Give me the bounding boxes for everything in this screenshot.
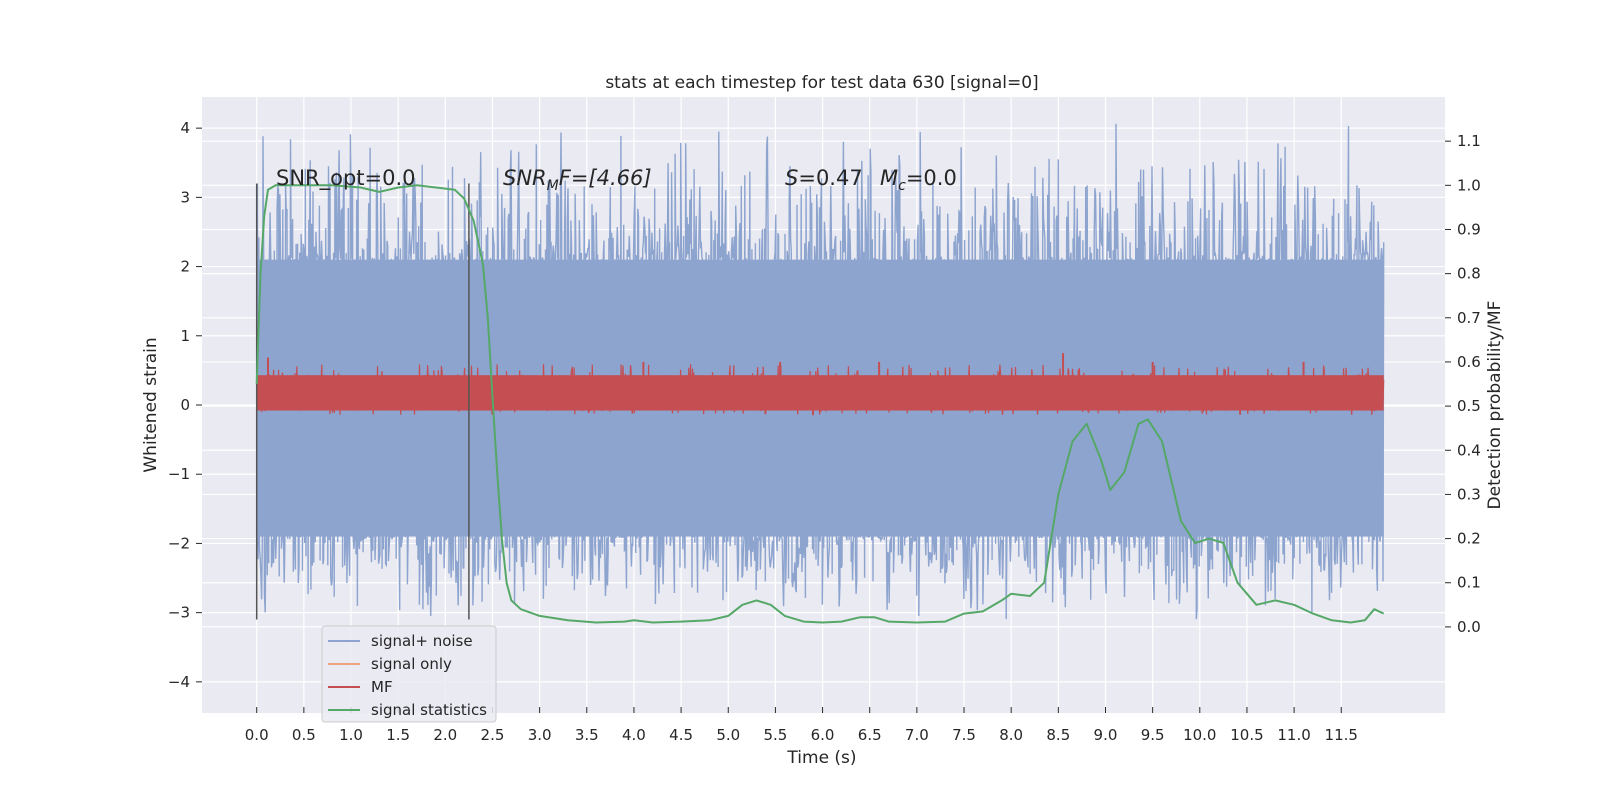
series-signal-statistics bbox=[255, 184, 1385, 624]
y-tick-label-3: 1 bbox=[180, 327, 190, 345]
x-tick-label-15: 7.5 bbox=[952, 726, 976, 744]
annotation-s-rest: =0.47 bbox=[798, 166, 862, 190]
x-tick-label-23: 11.5 bbox=[1325, 726, 1358, 744]
y-axis-ticks: 4 3 2 1 0 −1 −2 −3 −4 bbox=[168, 119, 202, 691]
x-tick-label-13: 6.5 bbox=[858, 726, 882, 744]
y-tick-label-0: 4 bbox=[180, 119, 190, 137]
x-tick-label-16: 8.0 bbox=[999, 726, 1023, 744]
x-tick-label-0: 0.0 bbox=[245, 726, 269, 744]
annotation-mc-rest: =0.0 bbox=[906, 166, 957, 190]
mf-trace bbox=[256, 364, 1385, 416]
x-tick-label-12: 6.0 bbox=[811, 726, 835, 744]
y2-tick-label-4: 0.7 bbox=[1457, 309, 1481, 327]
y-axis-label: Whitened strain bbox=[141, 337, 161, 472]
y2-tick-label-11: 0.0 bbox=[1457, 618, 1481, 636]
y2-tick-label-7: 0.4 bbox=[1457, 441, 1481, 459]
legend-label-mf: MF bbox=[371, 678, 393, 696]
y2-tick-label-3: 0.8 bbox=[1457, 265, 1481, 283]
x-tick-label-21: 10.5 bbox=[1230, 726, 1263, 744]
x-tick-label-1: 0.5 bbox=[292, 726, 316, 744]
x-axis-ticks: 0.0 0.5 1.0 1.5 2.0 2.5 3.0 3.5 4.0 4.5 5.0 5.5 6.0 6… bbox=[245, 707, 1358, 744]
y-tick-label-8: −4 bbox=[168, 673, 190, 691]
annotation-mc-main: M bbox=[880, 166, 898, 190]
annotation-s-main: S bbox=[785, 166, 798, 190]
series-mf bbox=[256, 353, 1385, 416]
annotation-mc-sub: c bbox=[898, 178, 906, 194]
y2-tick-label-0: 1.1 bbox=[1457, 132, 1481, 150]
x-tick-label-14: 7.0 bbox=[905, 726, 929, 744]
x-tick-label-22: 11.0 bbox=[1277, 726, 1310, 744]
x-tick-label-8: 4.0 bbox=[622, 726, 646, 744]
chart-title: stats at each timestep for test data 630… bbox=[605, 73, 1038, 93]
y2-tick-label-5: 0.6 bbox=[1457, 353, 1481, 371]
x-tick-label-4: 2.0 bbox=[433, 726, 457, 744]
x-tick-label-11: 5.5 bbox=[763, 726, 787, 744]
y-tick-label-1: 3 bbox=[180, 188, 190, 206]
signal-noise-trace bbox=[256, 123, 1385, 620]
annotation-s: S=0.47 bbox=[785, 166, 863, 190]
y2-tick-label-2: 0.9 bbox=[1457, 220, 1481, 238]
x-tick-label-18: 9.0 bbox=[1094, 726, 1118, 744]
x-tick-label-3: 1.5 bbox=[386, 726, 410, 744]
annotation-snr-mf-main: SNR bbox=[503, 166, 547, 190]
x-tick-label-7: 3.5 bbox=[575, 726, 599, 744]
x-axis-label: Time (s) bbox=[786, 748, 856, 768]
y-tick-label-5: −1 bbox=[168, 465, 190, 483]
annotation-snr-mf: SNRMF=[4.66] bbox=[503, 166, 652, 194]
x-tick-label-5: 2.5 bbox=[481, 726, 505, 744]
annotation-snr-mf-sub: M bbox=[547, 178, 559, 194]
x-tick-label-20: 10.0 bbox=[1183, 726, 1216, 744]
legend-box bbox=[321, 625, 497, 723]
y-tick-label-4: 0 bbox=[180, 396, 190, 414]
x-tick-label-10: 5.0 bbox=[716, 726, 740, 744]
y2-tick-label-10: 0.1 bbox=[1457, 574, 1481, 592]
x-tick-label-6: 3.0 bbox=[528, 726, 552, 744]
y2-tick-label-1: 1.0 bbox=[1457, 176, 1481, 194]
y2-axis-ticks: 1.1 1.0 0.9 0.8 0.7 0.6 0.5 0.4 0.3 0.2 0.1 0.0 bbox=[1445, 132, 1481, 636]
plot-content bbox=[255, 123, 1385, 624]
y2-tick-label-6: 0.5 bbox=[1457, 397, 1481, 415]
x-tick-label-17: 8.5 bbox=[1046, 726, 1070, 744]
x-tick-label-19: 9.5 bbox=[1141, 726, 1165, 744]
legend-label-signal-noise: signal+ noise bbox=[371, 632, 473, 650]
annotation-snr-mf-rest: F=[4.66] bbox=[559, 166, 652, 190]
annotation-snr-opt: SNR_opt=0.0 bbox=[276, 166, 416, 191]
y2-tick-label-9: 0.2 bbox=[1457, 530, 1481, 548]
x-tick-label-9: 4.5 bbox=[669, 726, 693, 744]
x-tick-label-2: 1.0 bbox=[339, 726, 363, 744]
legend-label-signal-only: signal only bbox=[371, 655, 452, 673]
annotation-mc: Mc=0.0 bbox=[880, 166, 957, 194]
y-tick-label-7: −3 bbox=[168, 604, 190, 622]
y2-tick-label-8: 0.3 bbox=[1457, 485, 1481, 503]
y-tick-label-6: −2 bbox=[168, 534, 190, 552]
y2-axis-label: Detection probability/MF bbox=[1485, 301, 1505, 510]
legend-label-signal-statistics: signal statistics bbox=[371, 701, 487, 719]
y-tick-label-2: 2 bbox=[180, 258, 190, 276]
legend: signal+ noise signal only MF signal stat… bbox=[321, 625, 497, 723]
